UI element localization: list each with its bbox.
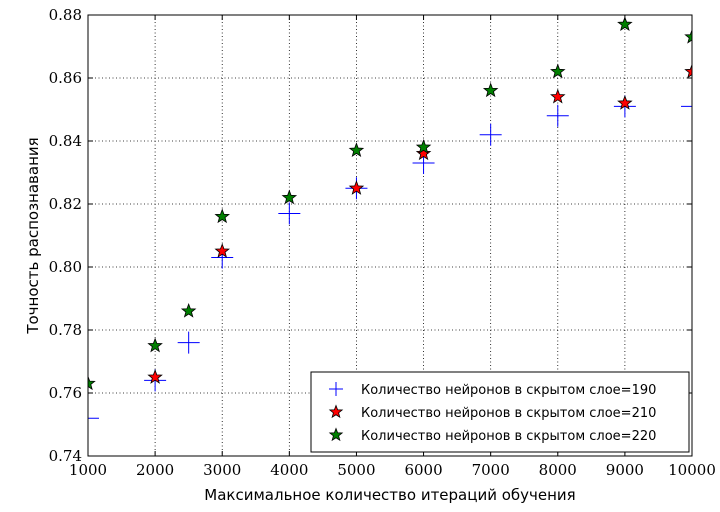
data-point — [88, 407, 99, 430]
data-point — [415, 139, 432, 154]
x-tick-label: 6000 — [404, 461, 442, 479]
legend-label: Количество нейронов в скрытом слое=210 — [361, 406, 656, 421]
y-tick-label: 0.76 — [49, 384, 82, 402]
data-point — [550, 88, 566, 104]
data-point — [415, 145, 432, 161]
x-tick-label: 8000 — [539, 461, 577, 479]
data-point — [177, 331, 200, 354]
y-tick-label: 0.86 — [49, 69, 82, 87]
data-point — [348, 180, 365, 195]
x-tick-label: 5000 — [337, 461, 375, 479]
data-point — [281, 189, 298, 205]
x-tick-label: 1000 — [69, 461, 107, 479]
y-axis-label: Точность распознавания — [24, 137, 42, 334]
x-tick-label: 2000 — [136, 461, 174, 479]
data-point — [684, 28, 692, 44]
series-2 — [147, 63, 692, 384]
data-point — [180, 302, 197, 318]
y-tick-label: 0.84 — [49, 132, 82, 150]
legend: Количество нейронов в скрытом слое=190 Ко… — [310, 371, 690, 453]
x-axis-label: Максимальное количество итераций обучени… — [204, 486, 575, 504]
data-point — [278, 202, 301, 225]
data-point — [147, 369, 163, 384]
plot-marks — [88, 16, 692, 430]
legend-marker — [328, 427, 344, 442]
data-point — [214, 208, 230, 224]
data-point — [147, 337, 163, 353]
y-tick-label: 0.74 — [49, 447, 82, 465]
data-point — [88, 375, 96, 391]
data-point — [550, 63, 566, 79]
data-point — [546, 104, 569, 127]
legend-marker — [328, 404, 344, 419]
data-point — [214, 243, 230, 258]
y-tick-label: 0.82 — [49, 195, 82, 213]
legend-item: Количество нейронов в скрытом слое=190 — [329, 382, 656, 398]
x-tick-label: 9000 — [606, 461, 644, 479]
data-point — [479, 123, 502, 146]
x-tick-label: 4000 — [270, 461, 308, 479]
data-point — [617, 16, 633, 32]
data-point — [482, 82, 499, 98]
series-3 — [88, 16, 692, 391]
legend-label: Количество нейронов в скрытом слое=190 — [361, 383, 656, 398]
x-tick-label: 10000 — [668, 461, 716, 479]
data-point — [348, 142, 365, 158]
legend-label: Количество нейронов в скрытом слое=220 — [361, 429, 656, 444]
legend-box — [310, 371, 690, 453]
x-tick-label: 7000 — [472, 461, 510, 479]
y-tick-label: 0.88 — [49, 6, 82, 24]
plot-frame — [87, 14, 693, 457]
x-tick-label: 3000 — [203, 461, 241, 479]
legend-marker — [329, 382, 343, 396]
axis-ticks: 1000 2000 3000 4000 5000 6000 7000 8000 9000 1000… — [49, 6, 716, 479]
legend-item: Количество нейронов в скрытом слое=220 — [328, 427, 656, 444]
data-point — [681, 95, 692, 118]
series-1 — [88, 95, 692, 430]
data-point — [617, 95, 633, 110]
y-tick-label: 0.80 — [49, 258, 82, 276]
legend-item: Количество нейронов в скрытом слое=210 — [328, 404, 656, 421]
y-tick-label: 0.78 — [49, 321, 82, 339]
data-point — [684, 63, 692, 79]
